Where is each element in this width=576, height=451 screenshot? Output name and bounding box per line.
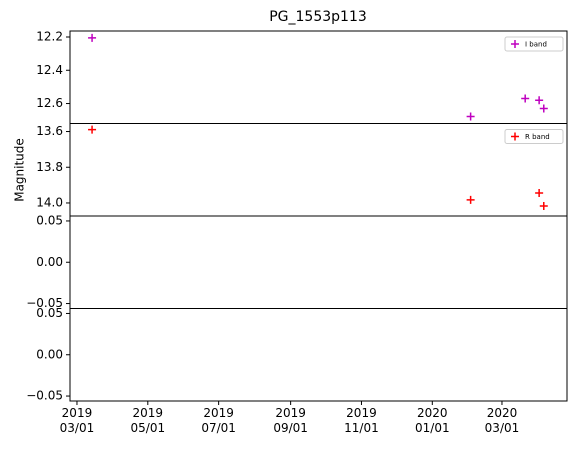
panel-frame xyxy=(69,30,568,124)
y-tick-label: −0.05 xyxy=(26,389,63,403)
x-tick-label: 2019 11/01 xyxy=(344,406,379,435)
x-tick-label: 2020 01/01 xyxy=(415,406,450,435)
panel-frame xyxy=(69,215,568,309)
data-point xyxy=(521,94,530,103)
x-tick-label: 2020 03/01 xyxy=(484,406,520,435)
x-tick-label: 2019 09/01 xyxy=(273,406,308,435)
y-tick-label: 0.05 xyxy=(36,306,63,320)
legend-marker xyxy=(511,132,519,141)
x-tick-label: 2019 03/01 xyxy=(59,406,95,435)
y-tick-label: 12.4 xyxy=(36,63,63,77)
data-point xyxy=(535,96,544,105)
panel-frame xyxy=(69,123,568,217)
panel-frame xyxy=(69,308,568,402)
chart-title: PG_1553p113 xyxy=(269,9,367,25)
data-point xyxy=(466,112,475,121)
data-point xyxy=(539,104,548,113)
legend-box xyxy=(504,36,564,52)
y-tick-label: 0.00 xyxy=(36,255,63,269)
x-tick-label: 2019 07/01 xyxy=(201,406,236,435)
data-point xyxy=(539,202,548,210)
data-point xyxy=(88,125,97,134)
data-point xyxy=(466,195,475,204)
y-tick-label: 12.2 xyxy=(36,29,63,43)
y-tick-label: 14.0 xyxy=(36,195,63,209)
y-tick-label: 13.6 xyxy=(36,124,63,138)
legend-label: R band xyxy=(525,133,550,141)
y-axis-label: Magnitude xyxy=(13,138,27,202)
legend-marker xyxy=(511,40,519,48)
data-point xyxy=(88,33,97,42)
y-tick-label: 12.6 xyxy=(36,96,63,110)
legend-box xyxy=(504,129,564,144)
legend-label: I band xyxy=(525,41,547,49)
y-tick-label: −0.05 xyxy=(26,296,63,310)
x-tick-label: 2019 05/01 xyxy=(130,406,166,435)
data-point xyxy=(535,188,544,197)
y-tick-label: 0.05 xyxy=(36,213,63,227)
y-tick-label: 13.8 xyxy=(36,160,63,174)
y-tick-label: 0.00 xyxy=(36,347,63,361)
